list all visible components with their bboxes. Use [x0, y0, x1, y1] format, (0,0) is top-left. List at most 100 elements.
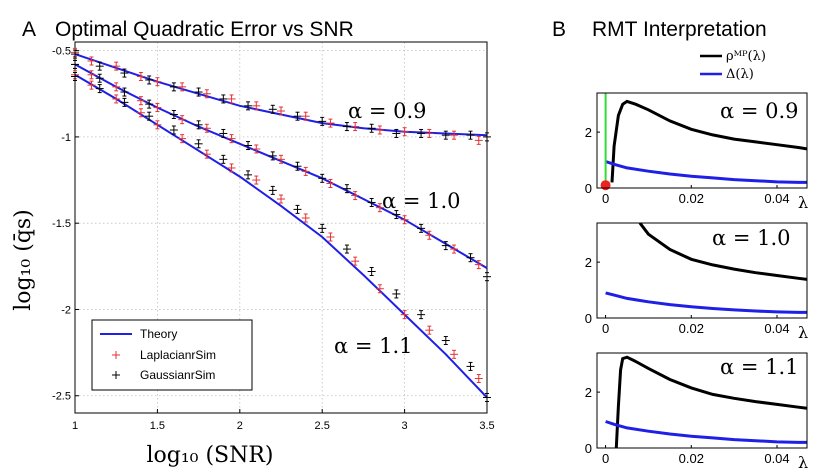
- laplacian-sim-point: [400, 215, 409, 225]
- sub-y-tick-label: 0: [585, 441, 592, 456]
- gaussian-sim-point: [342, 122, 351, 132]
- laplacian-sim-point: [252, 101, 261, 111]
- laplacian-sim-point: [227, 134, 236, 144]
- subplot-frame: [596, 222, 808, 319]
- gaussian-sim-point: [441, 241, 450, 251]
- x-tick-label: 2.5: [315, 420, 330, 432]
- curve-label-alpha-1-1: α = 1.1: [334, 334, 413, 358]
- gaussian-sim-point: [145, 75, 154, 85]
- laplacian-sim-point: [474, 373, 483, 383]
- laplacian-sim-point: [326, 178, 335, 188]
- main-x-axis-label: log₁₀ (SNR): [146, 443, 273, 468]
- curve-label-alpha-1-0: α = 1.0: [382, 189, 461, 213]
- gaussian-sim-point: [342, 184, 351, 194]
- gaussian-sim-point: [194, 139, 203, 149]
- legend-gaussian-label: GaussianrSim: [140, 368, 215, 382]
- gaussian-sim-point: [392, 128, 401, 138]
- gaussian-sim-point: [95, 61, 104, 71]
- gaussian-sim-point: [194, 120, 203, 130]
- main-y-axis-label: log₁₀ (q̄s): [11, 209, 36, 311]
- y-tick-label: -1.5: [52, 218, 71, 230]
- gaussian-sim-point: [219, 154, 228, 164]
- legend-laplacian-marker: [112, 351, 120, 359]
- gaussian-sim-point: [244, 101, 253, 111]
- subplot-alpha-0-9: 0 0.02 0.04 0 2: [585, 92, 808, 206]
- gaussian-sim-point: [71, 59, 79, 69]
- subplot-0-label: α = 0.9: [720, 99, 799, 123]
- laplacian-sim-point: [474, 260, 483, 270]
- laplacian-sim-point: [425, 128, 434, 138]
- laplacian-sim-point: [301, 166, 310, 176]
- rho-mp-curve: [610, 99, 807, 183]
- gaussian-sim-point: [194, 87, 203, 97]
- laplacian-sim-point: [227, 94, 236, 104]
- rmt-legend-rho-label: ρᴹᴾ(λ): [726, 49, 766, 64]
- laplacian-sim-point: [450, 349, 459, 359]
- gaussian-sim-point: [268, 151, 277, 161]
- laplacian-sim-point: [178, 115, 187, 125]
- x-tick-label: 3: [402, 420, 408, 432]
- gaussian-sim-point: [466, 361, 475, 371]
- main-plot: 1 1.5 2 2.5 3 3.5 -0.5 -1 -1.5 -2 -2.5: [52, 41, 495, 432]
- gaussian-sim-point: [392, 289, 401, 299]
- laplacian-sim-point: [112, 94, 121, 104]
- sub-y-tick-label: 0: [585, 181, 592, 196]
- gaussian-sim-point: [95, 84, 104, 94]
- main-legend: Theory LaplacianrSim GaussianrSim: [91, 319, 253, 391]
- rho-mp-curve: [638, 223, 807, 281]
- gaussian-sim-point: [145, 99, 154, 109]
- laplacian-sim-point: [153, 103, 162, 113]
- gaussian-sim-point: [71, 49, 79, 59]
- gaussian-sim-point: [392, 210, 401, 220]
- laplacian-sim-point: [326, 118, 335, 128]
- subplot-alpha-1-1: 0 0.02 0.04 0 2: [585, 352, 808, 466]
- y-tick-label: -0.5: [52, 46, 71, 58]
- curve-label-alpha-0-9: α = 0.9: [348, 99, 427, 123]
- laplacian-sim-point: [178, 82, 187, 92]
- laplacian-sim-point: [112, 82, 121, 92]
- gaussian-sim-point: [219, 128, 228, 138]
- sub-y-tick-label: 2: [585, 125, 592, 140]
- gaussian-sim-point: [268, 185, 277, 195]
- laplacian-sim-point: [277, 194, 285, 204]
- gaussian-sim-point: [120, 97, 129, 107]
- gaussian-sim-point: [483, 132, 491, 142]
- theory-line-09: [74, 53, 488, 137]
- x-tick-label: 1: [72, 420, 78, 432]
- laplacian-sim-point: [252, 144, 261, 154]
- sub-y-tick-label: 2: [585, 385, 592, 400]
- subplot-1-label: α = 1.0: [712, 226, 791, 250]
- laplacian-sim-point: [87, 80, 96, 90]
- laplacian-sim-point: [375, 125, 384, 135]
- laplacian-sim-point: [301, 213, 310, 223]
- laplacian-sim-point: [301, 111, 310, 121]
- sub-x-tick-label: 0.02: [679, 321, 704, 336]
- laplacian-sim-point: [136, 72, 145, 82]
- subplot-alpha-1-0: 0 0.02 0.04 0 2: [585, 222, 808, 336]
- laplacian-sim-point: [351, 256, 360, 266]
- subplot-1-x-axis-label: λ: [798, 323, 808, 342]
- laplacian-sim-point: [400, 310, 409, 320]
- gaussian-sim-point: [483, 392, 491, 402]
- laplacian-sim-point: [178, 134, 187, 144]
- gaussian-sim-point: [244, 141, 253, 151]
- sub-x-tick-label: 0.02: [679, 451, 704, 466]
- gaussian-sim-point: [483, 272, 491, 282]
- gaussian-sim-point: [367, 267, 376, 277]
- sub-x-tick-label: 0: [602, 321, 609, 336]
- sub-x-tick-label: 0.04: [764, 321, 789, 336]
- gaussian-sim-point: [342, 244, 351, 254]
- y-tick-label: -1: [61, 132, 71, 144]
- laplacian-sim-point: [202, 123, 211, 133]
- laplacian-sim-point: [227, 163, 236, 173]
- sub-x-tick-label: 0.04: [764, 451, 789, 466]
- gaussian-sim-point: [441, 130, 450, 140]
- legend-gaussian-marker: [112, 371, 120, 379]
- laplacian-sim-point: [87, 56, 96, 66]
- sub-y-tick-label: 2: [585, 255, 592, 270]
- gaussian-sim-point: [293, 161, 302, 171]
- x-tick-label: 1.5: [150, 420, 165, 432]
- laplacian-sim-point: [252, 175, 261, 185]
- laplacian-sim-point: [400, 127, 409, 137]
